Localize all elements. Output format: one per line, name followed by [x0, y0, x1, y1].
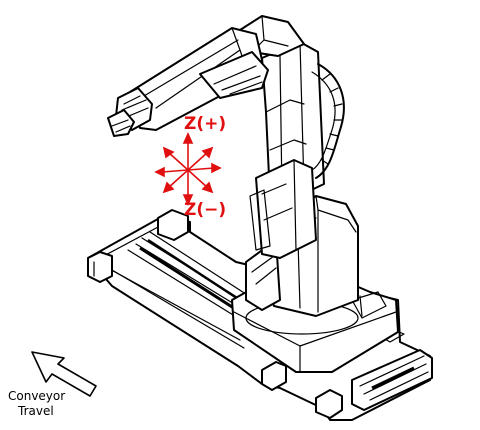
- z-plus-label: Z(+): [184, 114, 226, 134]
- conveyor-label-line1: Conveyor: [8, 389, 65, 403]
- conveyor-direction-arrow-icon: [31, 351, 97, 397]
- z-minus-label: Z(−): [184, 200, 226, 220]
- robot-arm: [107, 27, 269, 137]
- conveyor-travel-indicator: Conveyor Travel: [8, 351, 97, 418]
- axis-indicator: Z(+) Z(−): [154, 114, 226, 220]
- conveyor-label-line2: Travel: [17, 404, 54, 418]
